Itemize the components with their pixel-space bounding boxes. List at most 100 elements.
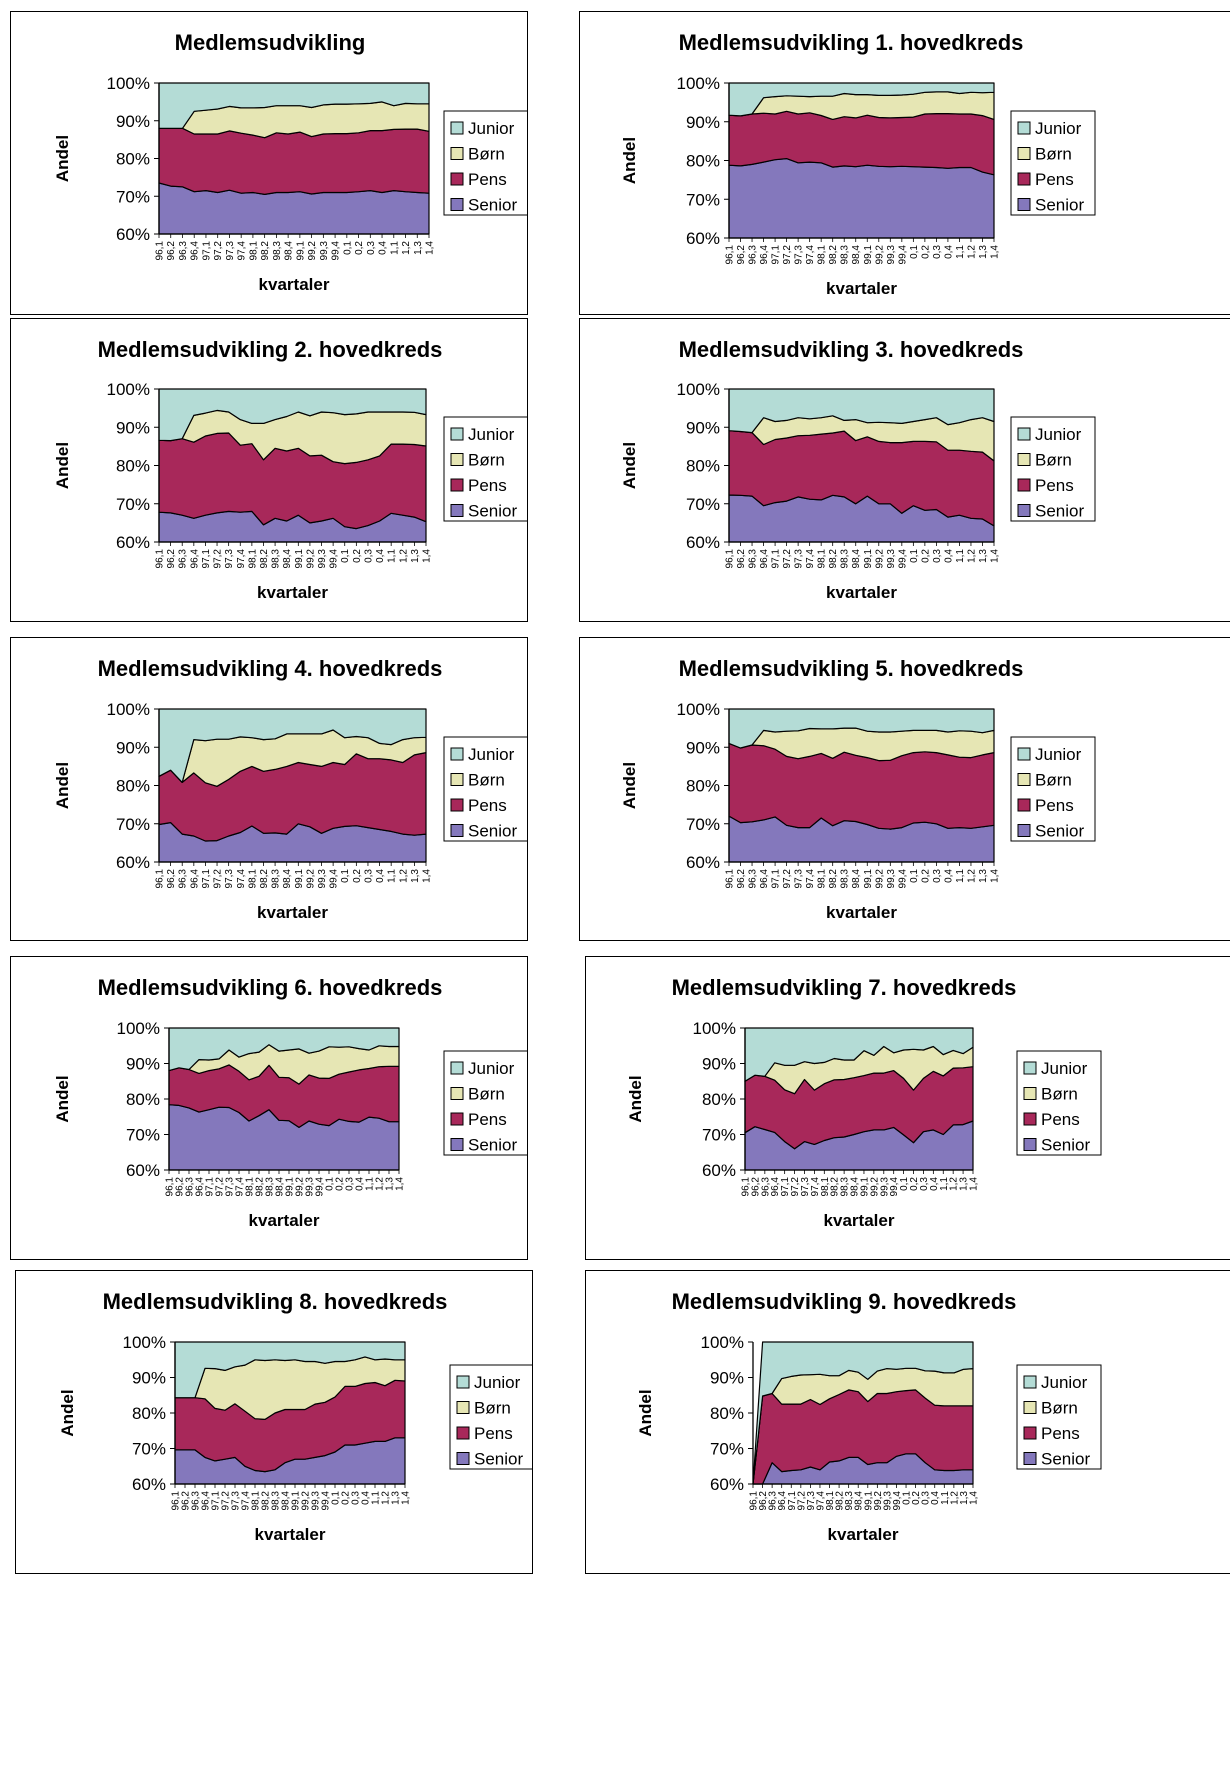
- x-tick-label: 97,1: [201, 869, 212, 889]
- x-tick-label: 98,3: [272, 241, 283, 261]
- x-tick-label: 1,2: [398, 549, 409, 563]
- x-tick-label: 99,2: [307, 241, 318, 261]
- x-tick-label: 98,2: [828, 245, 839, 265]
- legend-label: Pens: [468, 1110, 507, 1129]
- x-tick-label: 97,1: [771, 549, 782, 569]
- y-tick-label: 80%: [116, 150, 150, 169]
- y-tick-label: 60%: [116, 853, 150, 872]
- x-tick-label: 99,2: [873, 1491, 884, 1511]
- x-tick-label: 98,1: [817, 869, 828, 889]
- x-tick-label: 99,2: [305, 549, 316, 569]
- legend-label: Pens: [1035, 170, 1074, 189]
- x-tick-label: 99,4: [892, 1491, 903, 1511]
- x-tick-label: 0,4: [943, 869, 954, 883]
- x-tick-label: 99,1: [285, 1177, 296, 1197]
- x-tick-label: 0,2: [352, 549, 363, 563]
- x-tick-label: 0,3: [919, 1177, 930, 1191]
- x-tick-label: 0,1: [340, 869, 351, 883]
- x-tick-label: 96,2: [166, 549, 177, 569]
- x-tick-label: 96,3: [178, 869, 189, 889]
- chart-panel-5: Medlemsudvikling 5. hovedkreds 60% 70% 80% 9…: [579, 637, 1230, 941]
- x-tick-label: 96,1: [155, 549, 166, 569]
- x-tick-label: 96,2: [166, 241, 177, 261]
- x-tick-label: 99,2: [301, 1491, 312, 1511]
- x-tick-label: 1,1: [389, 241, 400, 255]
- x-tick-label: 96,4: [770, 1177, 781, 1197]
- x-axis-label: kvartaler: [249, 1211, 320, 1230]
- legend-label: Senior: [468, 822, 517, 841]
- x-axis-label: kvartaler: [257, 583, 328, 602]
- area-senior: [728, 158, 995, 239]
- y-tick-label: 100%: [107, 74, 150, 93]
- legend-swatch: [450, 1061, 464, 1075]
- y-tick-label: 80%: [116, 457, 150, 476]
- y-tick-label: 100%: [677, 700, 720, 719]
- legend-label: Junior: [1035, 745, 1082, 764]
- chart-svg-7: Medlemsudvikling 7. hovedkreds 60% 70% 80% 9…: [626, 975, 1102, 1230]
- legend-swatch: [1023, 1426, 1037, 1440]
- x-tick-label: 98,1: [245, 1177, 256, 1197]
- x-tick-label: 0,4: [375, 869, 386, 883]
- x-tick-label: 1,2: [949, 1491, 960, 1505]
- y-tick-label: 70%: [116, 495, 150, 514]
- legend-swatch: [1017, 773, 1031, 786]
- legend-label: Junior: [468, 745, 515, 764]
- legend-label: Børn: [468, 771, 505, 790]
- x-tick-label: 1,4: [401, 1491, 412, 1505]
- legend-label: Pens: [468, 476, 507, 495]
- x-axis-label: kvartaler: [828, 1525, 899, 1544]
- chart-panel-0: Medlemsudvikling 60% 70% 80% 90% 100% 96,1 96,2…: [10, 11, 528, 315]
- y-tick-label: 70%: [686, 190, 720, 209]
- x-tick-label: 98,4: [851, 245, 862, 265]
- x-axis-label: kvartaler: [826, 583, 897, 602]
- x-tick-label: 99,1: [863, 245, 874, 265]
- y-tick-label: 80%: [710, 1404, 744, 1423]
- x-tick-label: 0,2: [920, 869, 931, 883]
- x-tick-label: 1,4: [990, 869, 1001, 883]
- x-tick-label: 0,1: [909, 549, 920, 563]
- legend-swatch: [456, 1401, 470, 1414]
- legend-swatch: [450, 773, 464, 786]
- x-tick-label: 98,1: [247, 549, 258, 569]
- legend-swatch: [456, 1426, 470, 1440]
- x-tick-label: 98,4: [282, 549, 293, 569]
- x-tick-label: 99,4: [329, 869, 340, 889]
- x-tick-label: 0,1: [340, 549, 351, 563]
- x-tick-label: 0,2: [909, 1177, 920, 1191]
- y-tick-label: 90%: [686, 418, 720, 437]
- x-tick-label: 96,4: [189, 549, 200, 569]
- x-tick-label: 99,4: [897, 245, 908, 265]
- x-tick-label: 0,3: [932, 869, 943, 883]
- x-tick-label: 96,3: [768, 1491, 779, 1511]
- legend-swatch: [1023, 1112, 1037, 1126]
- legend-label: Senior: [468, 1136, 517, 1155]
- legend-label: Senior: [1041, 1450, 1090, 1469]
- x-tick-label: 0,3: [363, 869, 374, 883]
- x-tick-label: 1,1: [940, 1491, 951, 1505]
- area-junior: [174, 1341, 406, 1399]
- y-tick-label: 90%: [116, 418, 150, 437]
- y-tick-label: 80%: [116, 777, 150, 796]
- y-tick-label: 100%: [107, 700, 150, 719]
- legend-swatch: [1023, 1061, 1037, 1075]
- y-tick-label: 70%: [686, 495, 720, 514]
- legend-box: [443, 110, 527, 216]
- x-tick-label: 96,1: [155, 241, 166, 261]
- x-tick-label: 96,1: [155, 869, 166, 889]
- x-tick-label: 96,1: [725, 245, 736, 265]
- chart-svg-4: Medlemsudvikling 4. hovedkreds 60% 70% 80% 9…: [53, 656, 527, 922]
- legend-swatch: [450, 1087, 464, 1100]
- legend-label: Pens: [474, 1424, 513, 1443]
- x-tick-label: 99,1: [294, 869, 305, 889]
- legend-label: Børn: [468, 451, 505, 470]
- x-tick-label: 98,2: [835, 1491, 846, 1511]
- legend-label: Børn: [1035, 771, 1072, 790]
- legend-swatch: [450, 427, 464, 441]
- x-tick-label: 0,3: [351, 1491, 362, 1505]
- chart-title: Medlemsudvikling 2. hovedkreds: [98, 337, 443, 362]
- legend-label: Børn: [468, 1085, 505, 1104]
- x-tick-label: 96,4: [201, 1491, 212, 1511]
- y-tick-label: 100%: [677, 74, 720, 93]
- x-tick-label: 98,2: [260, 241, 271, 261]
- x-tick-label: 96,2: [166, 869, 177, 889]
